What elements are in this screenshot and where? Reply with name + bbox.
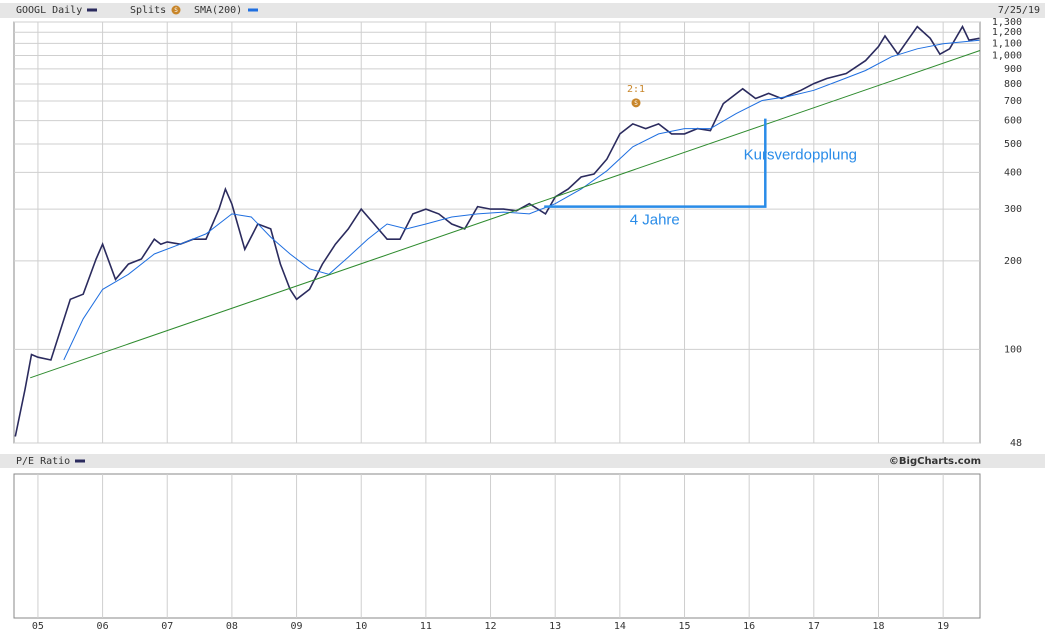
split-icon-letter: S bbox=[174, 7, 178, 14]
split-icon-letter: S bbox=[634, 100, 638, 107]
x-tick-label: 05 bbox=[32, 621, 44, 632]
x-tick-label: 09 bbox=[291, 621, 303, 632]
y-tick-label: 1,100 bbox=[992, 38, 1022, 49]
y-tick-label: 1,000 bbox=[992, 50, 1022, 61]
y-tick-label: 700 bbox=[1004, 96, 1022, 107]
pe-plot-frame bbox=[13, 473, 981, 619]
x-tick-label: 11 bbox=[420, 621, 432, 632]
x-tick-label: 16 bbox=[743, 621, 755, 632]
x-tick-label: 19 bbox=[937, 621, 949, 632]
y-tick-label: 500 bbox=[1004, 139, 1022, 150]
split-marker bbox=[631, 98, 641, 108]
header-bar bbox=[0, 3, 1045, 18]
pe-header-bar bbox=[0, 454, 1045, 468]
pe-title: P/E Ratio bbox=[16, 456, 70, 467]
annotation-text: Kursverdopplung bbox=[744, 147, 857, 164]
y-tick-label: 100 bbox=[1004, 344, 1022, 355]
y-tick-label: 1,200 bbox=[992, 27, 1022, 38]
x-tick-label: 13 bbox=[549, 621, 561, 632]
price-plot-frame bbox=[13, 21, 981, 444]
x-tick-label: 08 bbox=[226, 621, 238, 632]
x-tick-label: 10 bbox=[355, 621, 367, 632]
price-line bbox=[14, 24, 980, 437]
legend-label: GOOGL Daily bbox=[16, 5, 82, 16]
x-tick-label: 17 bbox=[808, 621, 820, 632]
credit: ©BigCharts.com bbox=[889, 456, 981, 467]
y-tick-label: 800 bbox=[1004, 79, 1022, 90]
y-tick-label: 200 bbox=[1004, 256, 1022, 267]
annotation-bracket bbox=[544, 118, 767, 208]
legend-label: SMA(200) bbox=[194, 5, 242, 16]
x-tick-label: 07 bbox=[161, 621, 173, 632]
y-tick-label: 900 bbox=[1004, 64, 1022, 75]
x-tick-label: 15 bbox=[678, 621, 690, 632]
y-tick-label: 300 bbox=[1004, 204, 1022, 215]
y-tick-label: 400 bbox=[1004, 167, 1022, 178]
price-line bbox=[63, 39, 980, 361]
x-tick-label: 18 bbox=[872, 621, 884, 632]
split-label: 2:1 bbox=[627, 84, 645, 95]
legend-split-icon bbox=[171, 5, 181, 15]
annotation-text: 4 Jahre bbox=[630, 212, 680, 229]
trend-line bbox=[30, 50, 981, 379]
x-tick-label: 12 bbox=[485, 621, 497, 632]
date-label: 7/25/19 bbox=[998, 5, 1040, 16]
x-tick-label: 14 bbox=[614, 621, 626, 632]
y-tick-label: 1,300 bbox=[992, 17, 1022, 28]
legend-label: Splits bbox=[130, 5, 166, 16]
y-tick-label: 48 bbox=[1010, 438, 1022, 449]
y-tick-label: 600 bbox=[1004, 116, 1022, 127]
x-tick-label: 06 bbox=[97, 621, 109, 632]
